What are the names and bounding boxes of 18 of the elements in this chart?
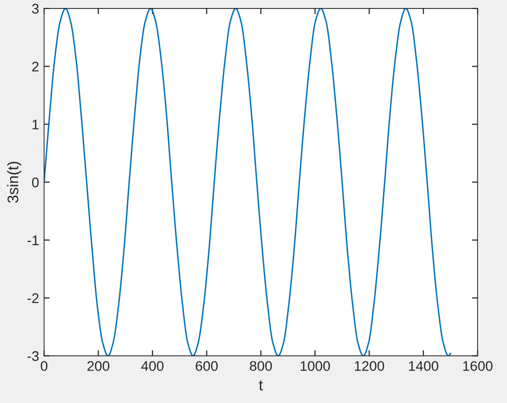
- y-tick-label: 2: [32, 62, 39, 72]
- y-tick-label: -1: [28, 236, 39, 246]
- y-tick-label: 3: [32, 4, 39, 14]
- x-tick-label: 600: [196, 361, 218, 371]
- y-tick-label: -2: [28, 293, 39, 303]
- x-axis-title: t: [258, 380, 263, 390]
- y-tick-label: 1: [32, 120, 39, 130]
- x-tick-label: 400: [141, 361, 164, 371]
- x-tick-label: 0: [40, 361, 48, 371]
- x-tick-label: 200: [87, 361, 110, 371]
- x-tick-label: 1600: [463, 361, 492, 371]
- y-axis-title: 3sin(t): [7, 162, 22, 203]
- x-tick-label: 1000: [300, 361, 330, 371]
- x-tick-label: 800: [250, 361, 272, 371]
- y-tick-label: 0: [32, 177, 39, 188]
- y-tick-label: -3: [28, 351, 39, 362]
- x-tick-label: 1400: [409, 361, 438, 371]
- x-tick-label: 1200: [354, 361, 384, 371]
